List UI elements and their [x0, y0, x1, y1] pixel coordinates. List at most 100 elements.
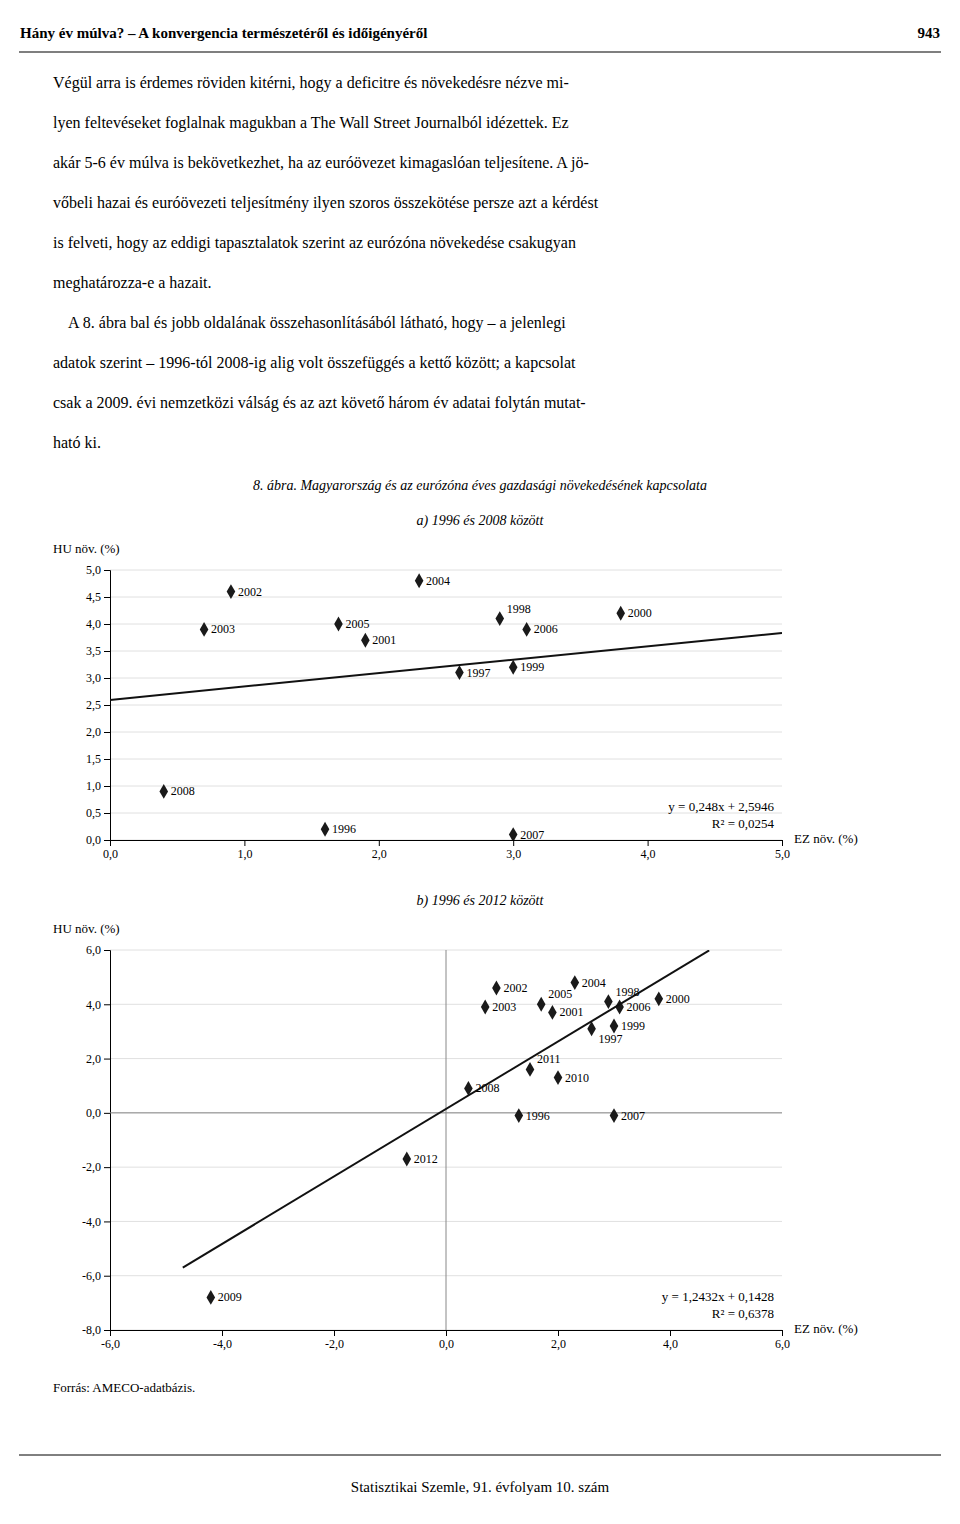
y-grid-line	[110, 705, 782, 706]
panel-title: a) 1996 és 2008 között	[417, 513, 545, 529]
y-tick-mark	[104, 1059, 110, 1060]
body-line: A 8. ábra bal és jobb oldalának összehas…	[53, 314, 566, 332]
y-grid-line	[110, 759, 782, 760]
y-tick-mark	[104, 705, 110, 706]
y-tick: -2,0	[82, 1160, 110, 1174]
x-tick-mark	[782, 840, 783, 846]
point-label: 2004	[426, 574, 450, 588]
header-rule	[19, 51, 941, 52]
y-tick: 6,0	[86, 943, 110, 957]
y-tick-label: -4,0	[82, 1215, 101, 1229]
point	[492, 981, 501, 996]
x-tick-label: 6,0	[775, 1337, 790, 1351]
x-tick-mark	[244, 840, 245, 846]
y-tick-mark	[104, 786, 110, 787]
y-tick-mark	[104, 1221, 110, 1222]
y-tick: 1,0	[86, 779, 110, 793]
point	[334, 617, 343, 632]
point-label: 2012	[414, 1152, 438, 1166]
point-label: 1999	[520, 660, 544, 674]
y-grid-line	[110, 678, 782, 679]
panel-title: b) 1996 és 2012 között	[417, 893, 545, 909]
point-labels: 1996199719981999200020012002200320042005…	[171, 574, 652, 842]
x-tick-label: 2,0	[372, 847, 387, 861]
point	[554, 1070, 563, 1085]
x-tick-label: -2,0	[325, 1337, 344, 1351]
body-line: lyen feltevéseket foglalnak magukban a T…	[53, 114, 569, 132]
point-label: 2003	[492, 1000, 516, 1014]
y-tick-mark	[104, 1004, 110, 1005]
point	[227, 584, 236, 599]
x-tick: 4,0	[641, 840, 656, 861]
annotation: y = 0,248x + 2,5946	[668, 799, 774, 814]
annotation: y = 1,2432x + 0,1428	[662, 1289, 774, 1304]
x-tick-label: -6,0	[101, 1337, 120, 1351]
y-tick: 4,0	[86, 998, 110, 1012]
point-label: 2001	[372, 633, 396, 647]
annotation: R² = 0,6378	[712, 1306, 774, 1321]
y-axis-label: HU növ. (%)	[53, 541, 120, 556]
point-label: 1997	[599, 1032, 623, 1046]
x-tick: 2,0	[372, 840, 387, 861]
y-tick-label: -8,0	[82, 1323, 101, 1337]
body-line: akár 5-6 év múlva is bekövetkezhet, ha a…	[53, 154, 589, 172]
y-tick-label: 3,5	[86, 644, 101, 658]
y-tick: -6,0	[82, 1269, 110, 1283]
y-axis: 0,00,51,01,52,02,53,03,54,04,55,0	[86, 563, 111, 847]
y-tick-mark	[104, 678, 110, 679]
x-tick-mark	[782, 1330, 783, 1336]
y-grid-line	[110, 786, 782, 787]
x-tick-mark	[558, 1330, 559, 1336]
plot-area	[110, 950, 782, 1330]
point-label: 2004	[582, 976, 606, 990]
y-tick: 3,0	[86, 671, 110, 685]
x-tick: 0,0	[439, 1330, 454, 1351]
x-tick-label: 3,0	[506, 847, 521, 861]
x-axis-label: EZ növ. (%)	[794, 831, 858, 846]
x-tick-mark	[648, 840, 649, 846]
y-tick-mark	[104, 624, 110, 625]
point-label: 2008	[171, 784, 195, 798]
x-tick: 5,0	[775, 840, 790, 861]
x-tick-label: 1,0	[237, 847, 252, 861]
x-tick: 1,0	[237, 840, 252, 861]
body-line: adatok szerint – 1996-tól 2008-ig alig v…	[53, 354, 576, 372]
point-label: 1998	[615, 985, 639, 999]
y-tick-mark	[104, 732, 110, 733]
point	[481, 1000, 490, 1015]
x-tick: 2,0	[551, 1330, 566, 1351]
y-tick: 3,5	[86, 644, 110, 658]
point	[361, 633, 370, 648]
x-axis-line	[111, 841, 783, 847]
y-tick-mark	[104, 1276, 110, 1277]
y-tick-label: 0,0	[86, 1106, 101, 1120]
y-tick: 0,0	[86, 1106, 110, 1120]
y-tick-mark	[104, 1167, 110, 1168]
x-axis-line	[111, 1331, 783, 1337]
y-tick: 2,5	[86, 698, 110, 712]
header-text: Hány év múlva? – A konvergencia természe…	[20, 25, 427, 41]
x-tick-mark	[513, 840, 514, 846]
point	[548, 1005, 557, 1020]
source-note: Forrás: AMECO-adatbázis.	[53, 1380, 195, 1395]
reference-line-v	[446, 950, 447, 1330]
point	[509, 827, 518, 840]
header-page: 943	[918, 25, 941, 41]
point	[604, 994, 613, 1009]
y-axis-label: HU növ. (%)	[53, 921, 120, 936]
x-axis: -6,0-4,0-2,00,02,04,06,0	[101, 1330, 790, 1351]
y-tick-label: 0,5	[86, 806, 101, 820]
page: Hány év múlva? – A konvergencia természe…	[0, 0, 960, 1524]
y-tick-mark	[104, 813, 110, 814]
y-tick-label: 6,0	[86, 943, 101, 957]
point	[415, 573, 424, 588]
y-tick: 5,0	[86, 563, 110, 577]
y-tick-label: 4,0	[86, 617, 101, 631]
x-tick: -6,0	[101, 1330, 120, 1351]
x-tick-label: 0,0	[439, 1337, 454, 1351]
y-tick: 2,0	[86, 725, 110, 739]
x-tick: 4,0	[663, 1330, 678, 1351]
y-grid-line	[110, 651, 782, 652]
y-tick: -8,0	[82, 1323, 110, 1337]
x-axis: 0,01,02,03,04,05,0	[103, 840, 790, 861]
